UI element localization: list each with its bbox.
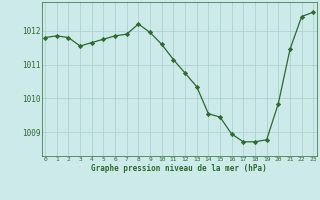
X-axis label: Graphe pression niveau de la mer (hPa): Graphe pression niveau de la mer (hPa): [91, 164, 267, 173]
